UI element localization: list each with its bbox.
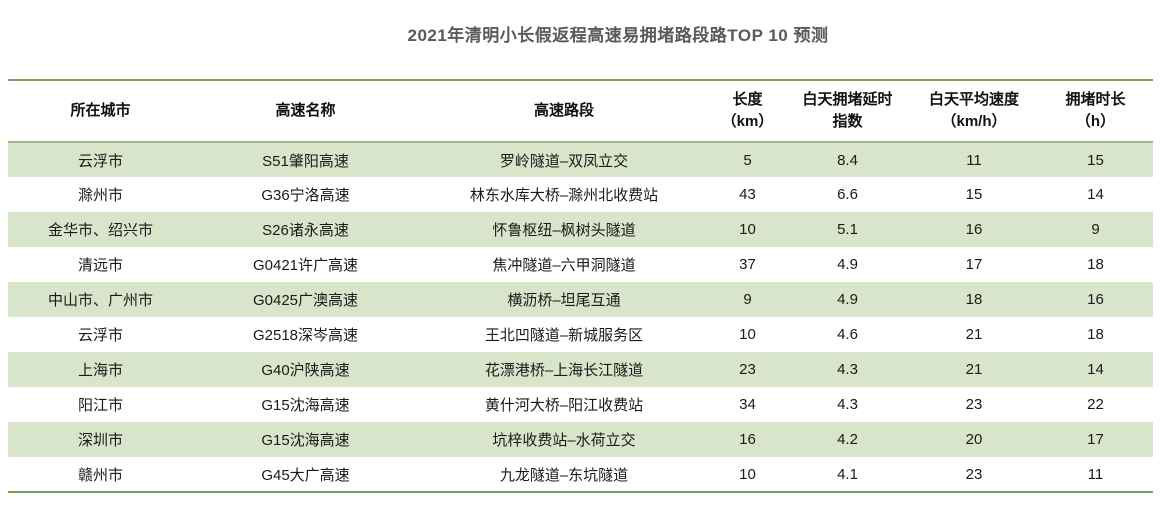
table-row: 云浮市 G2518深岑高速 王北凹隧道–新城服务区 10 4.6 21 18 bbox=[8, 317, 1153, 352]
table-cell: 10 bbox=[739, 465, 756, 483]
table-cell: 23 bbox=[965, 465, 983, 483]
table-cell: 4.6 bbox=[837, 326, 858, 343]
table-cell: S26诸永高速 bbox=[262, 222, 349, 239]
table-cell: 18 bbox=[1087, 326, 1104, 343]
column-header-3: 长度 （km） bbox=[721, 91, 774, 130]
congestion-table: 所在城市 高速名称 高速路段 长度 （km） 白天拥堵延时 指数 白天平均速度 （km/h… bbox=[8, 79, 1153, 493]
table-header-row: 所在城市 高速名称 高速路段 长度 （km） 白天拥堵延时 指数 白天平均速度 （km/h… bbox=[8, 80, 1153, 142]
table-cell: 云浮市 bbox=[77, 152, 123, 170]
table-cell: G15沈海高速 bbox=[261, 397, 350, 414]
table-cell: 17 bbox=[965, 256, 983, 273]
table-cell: 9 bbox=[743, 291, 752, 308]
table-cell: G2518深岑高速 bbox=[252, 327, 359, 344]
table-cell: 深圳市 bbox=[77, 432, 123, 449]
table-cell: 黄什河大桥–阳江收费站 bbox=[484, 397, 644, 414]
table-cell: 4.3 bbox=[837, 361, 858, 378]
table-cell: 横沥桥–坦尾互通 bbox=[507, 292, 621, 309]
congestion-table-grid: 所在城市 高速名称 高速路段 长度 （km） 白天拥堵延时 指数 白天平均速度 （km/h… bbox=[8, 79, 1153, 493]
table-cell: 16 bbox=[1087, 291, 1104, 308]
table-cell: 9 bbox=[1091, 221, 1100, 238]
table-row: 云浮市 S51肇阳高速 罗岭隧道–双凤立交 5 8.4 11 15 bbox=[8, 142, 1153, 177]
table-row: 阳江市 G15沈海高速 黄什河大桥–阳江收费站 34 4.3 23 22 bbox=[8, 387, 1153, 422]
table-row: 深圳市 G15沈海高速 坑梓收费站–水荷立交 16 4.2 20 17 bbox=[8, 422, 1153, 457]
table-cell: 10 bbox=[739, 221, 756, 238]
table-cell: S51肇阳高速 bbox=[262, 152, 349, 170]
table-cell: 23 bbox=[739, 361, 756, 378]
table-cell: 43 bbox=[739, 186, 756, 203]
table-cell: 21 bbox=[965, 361, 983, 378]
table-cell: 九龙隧道–东坑隧道 bbox=[499, 466, 629, 484]
table-cell: 23 bbox=[965, 396, 983, 413]
table-cell: 21 bbox=[965, 326, 983, 343]
table-cell: 4.3 bbox=[837, 396, 858, 413]
table-row: 上海市 G40沪陕高速 花漂港桥–上海长江隧道 23 4.3 21 14 bbox=[8, 352, 1153, 387]
table-cell: 中山市、广州市 bbox=[47, 292, 153, 309]
table-cell: 11 bbox=[1087, 465, 1104, 483]
table-cell: 花漂港桥–上海长江隧道 bbox=[484, 362, 644, 379]
table-cell: G45大广高速 bbox=[261, 466, 350, 484]
table-row: 赣州市 G45大广高速 九龙隧道–东坑隧道 10 4.1 23 11 bbox=[8, 457, 1153, 492]
table-body: 云浮市 S51肇阳高速 罗岭隧道–双凤立交 5 8.4 11 15 滁州市 G36宁洛高速 林东水… bbox=[8, 142, 1153, 492]
table-cell: G40沪陕高速 bbox=[261, 362, 350, 379]
table-cell: 6.6 bbox=[837, 186, 858, 203]
column-header-0: 所在城市 bbox=[70, 102, 131, 120]
table-cell: 37 bbox=[739, 256, 756, 273]
table-cell: 34 bbox=[739, 396, 756, 413]
table-cell: 阳江市 bbox=[77, 397, 123, 414]
table-cell: 18 bbox=[1087, 256, 1104, 273]
column-header-2: 高速路段 bbox=[533, 102, 594, 120]
table-cell: 4.2 bbox=[837, 431, 858, 448]
table-cell: 4.9 bbox=[837, 291, 858, 308]
table-cell: 18 bbox=[965, 291, 983, 308]
table-cell: G15沈海高速 bbox=[261, 432, 350, 449]
table-cell: 赣州市 bbox=[77, 466, 123, 484]
table-cell: 10 bbox=[739, 326, 756, 343]
column-header-6: 拥堵时长 （h） bbox=[1065, 91, 1126, 130]
table-cell: G0421许广高速 bbox=[252, 257, 359, 274]
table-row: 清远市 G0421许广高速 焦冲隧道–六甲洞隧道 37 4.9 17 18 bbox=[8, 247, 1153, 282]
table-cell: 14 bbox=[1087, 361, 1104, 378]
table-cell: 11 bbox=[966, 151, 982, 169]
table-cell: 怀鲁枢纽–枫树头隧道 bbox=[492, 222, 636, 239]
table-cell: 17 bbox=[1087, 431, 1104, 448]
table-cell: 16 bbox=[965, 221, 983, 238]
table-cell: G0425广澳高速 bbox=[252, 292, 359, 309]
table-cell: 4.9 bbox=[837, 256, 858, 273]
table-cell: 8.4 bbox=[837, 151, 858, 169]
table-cell: G36宁洛高速 bbox=[261, 187, 350, 204]
table-cell: 15 bbox=[965, 186, 983, 203]
table-cell: 4.1 bbox=[837, 465, 858, 483]
table-cell: 20 bbox=[965, 431, 983, 448]
table-cell: 5 bbox=[743, 151, 752, 169]
table-cell: 14 bbox=[1087, 186, 1104, 203]
table-row: 滁州市 G36宁洛高速 林东水库大桥–滁州北收费站 43 6.6 15 14 bbox=[8, 177, 1153, 212]
table-cell: 上海市 bbox=[77, 362, 123, 379]
table-cell: 王北凹隧道–新城服务区 bbox=[484, 327, 644, 344]
page-title: 2021年清明小长假返程高速易拥堵路段路TOP 10 预测 bbox=[407, 26, 829, 45]
column-header-1: 高速名称 bbox=[275, 102, 336, 120]
table-cell: 金华市、绍兴市 bbox=[47, 222, 153, 239]
column-header-4: 白天拥堵延时 指数 bbox=[802, 91, 893, 130]
table-cell: 16 bbox=[739, 431, 756, 448]
table-row: 中山市、广州市 G0425广澳高速 横沥桥–坦尾互通 9 4.9 18 16 bbox=[8, 282, 1153, 317]
table-cell: 22 bbox=[1087, 396, 1104, 413]
table-cell: 清远市 bbox=[77, 257, 123, 274]
table-cell: 15 bbox=[1087, 151, 1104, 169]
table-cell: 焦冲隧道–六甲洞隧道 bbox=[492, 257, 636, 274]
table-cell: 云浮市 bbox=[77, 327, 123, 344]
column-header-5: 白天平均速度 （km/h） bbox=[928, 91, 1019, 130]
table-cell: 5.1 bbox=[837, 221, 858, 238]
table-cell: 林东水库大桥–滁州北收费站 bbox=[469, 187, 659, 204]
table-cell: 罗岭隧道–双凤立交 bbox=[499, 152, 629, 170]
table-cell: 滁州市 bbox=[77, 187, 123, 204]
table-row: 金华市、绍兴市 S26诸永高速 怀鲁枢纽–枫树头隧道 10 5.1 16 9 bbox=[8, 212, 1153, 247]
table-cell: 坑梓收费站–水荷立交 bbox=[492, 432, 636, 449]
